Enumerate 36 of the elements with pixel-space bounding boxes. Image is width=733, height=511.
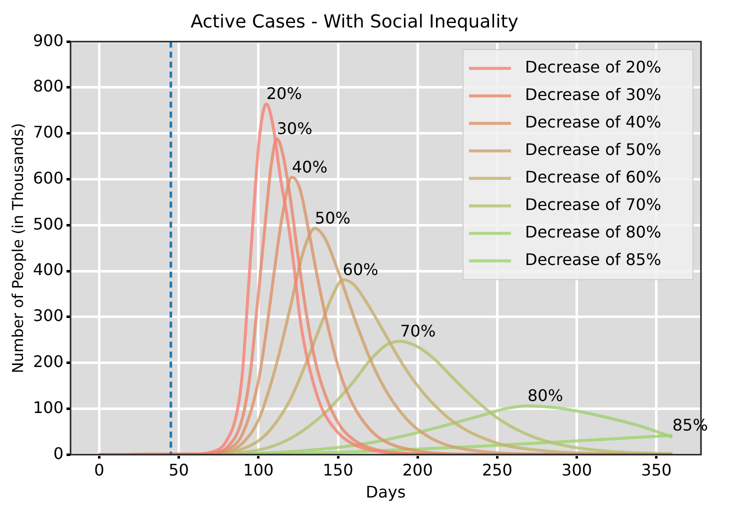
x-tick-label: 200 — [402, 460, 433, 480]
annotation: 40% — [292, 158, 328, 177]
annotation: 80% — [527, 386, 564, 406]
x-tick-label: 250 — [482, 460, 512, 480]
y-tick-label: 200 — [32, 352, 64, 371]
y-axis-title: Number of People (in Thousands) — [8, 123, 27, 374]
y-tick-label: 900 — [32, 30, 64, 50]
chart-title: Active Cases - With Social Inequality — [190, 11, 519, 32]
legend-label: Decrease of 50% — [525, 140, 662, 160]
legend-label: Decrease of 30% — [525, 85, 662, 104]
y-tick-label: 700 — [32, 122, 64, 142]
y-tick-label: 600 — [32, 168, 64, 188]
legend-label: Decrease of 60% — [525, 168, 662, 187]
y-tick-label: 400 — [32, 260, 64, 280]
y-tick-label: 0 — [53, 444, 64, 463]
annotation: 20% — [266, 84, 302, 104]
x-tick-label: 0 — [94, 460, 104, 480]
legend-label: Decrease of 85% — [525, 250, 662, 270]
annotation: 30% — [276, 119, 312, 138]
y-tick-label: 500 — [32, 214, 64, 234]
legend-label: Decrease of 40% — [525, 112, 662, 132]
legend-label: Decrease of 80% — [525, 222, 662, 242]
y-tick-label: 800 — [32, 76, 64, 96]
x-tick-label: 350 — [641, 460, 672, 480]
annotation: 50% — [314, 208, 350, 228]
legend-label: Decrease of 70% — [525, 195, 662, 214]
legend-label: Decrease of 20% — [525, 58, 662, 77]
annotation: 60% — [342, 260, 378, 279]
x-tick-label: 150 — [322, 460, 354, 480]
annotation: 70% — [400, 321, 436, 340]
x-tick-label: 100 — [243, 460, 274, 480]
x-tick-label: 50 — [168, 460, 189, 480]
x-axis-title: Days — [366, 482, 406, 502]
y-tick-label: 300 — [32, 306, 64, 326]
y-tick-label: 100 — [32, 398, 64, 417]
x-tick-label: 300 — [562, 460, 592, 480]
